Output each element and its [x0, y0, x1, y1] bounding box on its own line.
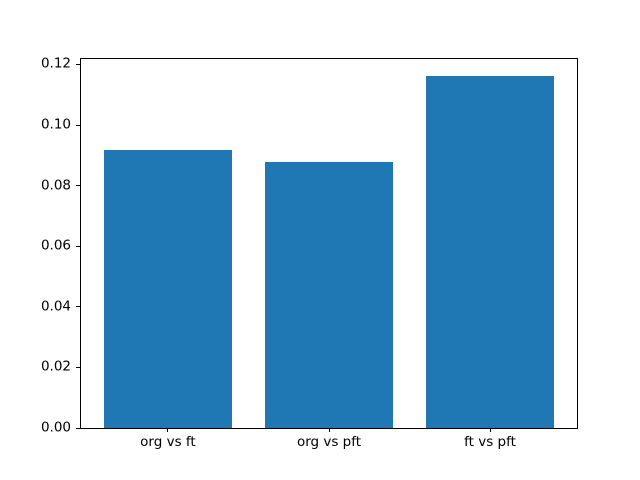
y-axis-tick: [76, 427, 80, 429]
plot-area: 0.00 0.02 0.04 0.06 0.08 0.10 0.12 org vs ft org…: [41, 57, 578, 449]
bar-org-vs-ft: [103, 149, 233, 428]
x-axis-tick: [489, 428, 491, 432]
y-axis-tick-label: 0.10: [40, 116, 71, 133]
y-axis-tick-label: 0.00: [40, 419, 71, 436]
y-axis-tick: [76, 366, 80, 368]
bar-ft-vs-pft: [425, 75, 555, 428]
y-axis-tick: [76, 245, 80, 247]
y-axis-tick-label: 0.12: [40, 55, 71, 72]
y-axis-tick-label: 0.06: [40, 237, 71, 254]
x-axis-category-label: org vs ft: [140, 434, 196, 450]
y-axis-tick: [76, 185, 80, 187]
y-axis-tick: [76, 63, 80, 65]
y-axis-tick: [76, 306, 80, 308]
y-axis-tick-label: 0.04: [40, 298, 71, 315]
y-axis-tick-label: 0.02: [40, 358, 71, 375]
x-axis-tick: [328, 428, 330, 432]
y-axis-tick-label: 0.08: [40, 176, 71, 193]
x-axis-tick: [167, 428, 169, 432]
x-axis-category-label: org vs pft: [296, 434, 362, 450]
x-axis-category-label: ft vs pft: [464, 434, 516, 450]
y-axis-tick: [76, 124, 80, 126]
bar-org-vs-pft: [264, 162, 394, 428]
